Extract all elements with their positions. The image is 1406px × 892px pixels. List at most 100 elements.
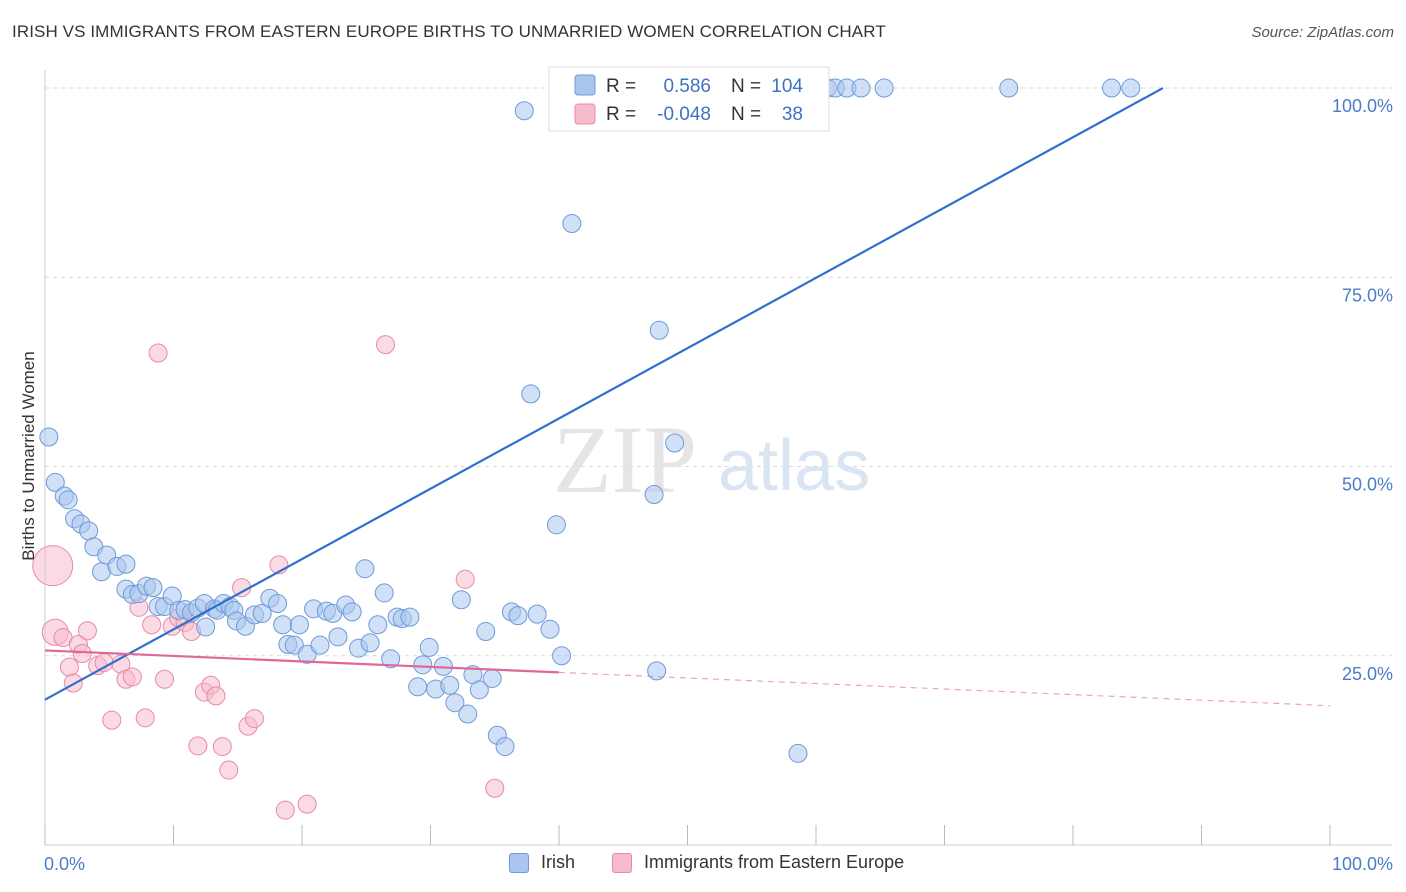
data-point — [647, 661, 667, 681]
data-point — [665, 433, 685, 453]
data-point — [273, 615, 293, 635]
data-point — [476, 622, 496, 642]
legend-r-label-irish: R = — [606, 76, 636, 97]
legend-item-eastern-europe: Immigrants from Eastern Europe — [612, 852, 904, 873]
data-point — [212, 737, 232, 757]
data-point — [102, 710, 122, 730]
data-point — [788, 743, 808, 763]
data-point — [521, 384, 541, 404]
data-point — [310, 635, 330, 655]
legend-swatch-eastern-europe — [574, 103, 596, 125]
data-point — [1121, 78, 1141, 98]
data-point — [59, 657, 79, 677]
source-label: Source: ZipAtlas.com — [1251, 24, 1394, 41]
data-point — [546, 515, 566, 535]
trend-lines — [44, 87, 1331, 707]
data-point — [455, 569, 475, 589]
data-point — [94, 653, 114, 673]
data-point — [514, 101, 534, 121]
data-point — [649, 320, 669, 340]
x-tick-labels: 0.0% 100.0% — [44, 854, 1393, 874]
data-point — [79, 521, 99, 541]
data-point — [188, 736, 208, 756]
axes — [44, 70, 1392, 846]
y-axis-label: Births to Unmarried Women — [19, 351, 38, 560]
data-point — [143, 578, 163, 598]
data-point — [508, 606, 528, 626]
x-tick-label: 100.0% — [1332, 854, 1393, 874]
y-tick-label: 25.0% — [1342, 664, 1393, 684]
watermark: ZIP atlas — [553, 406, 870, 513]
data-point — [368, 615, 388, 635]
data-point — [72, 643, 92, 663]
data-point — [381, 649, 401, 669]
trend-line-eastern-europe-extended — [558, 671, 1331, 707]
data-point — [284, 635, 304, 655]
data-point — [408, 677, 428, 697]
x-tick-label: 0.0% — [44, 854, 85, 874]
y-tick-label: 100.0% — [1332, 96, 1393, 116]
data-point — [1102, 78, 1122, 98]
data-point — [469, 680, 489, 700]
data-point — [562, 214, 582, 234]
data-point — [400, 607, 420, 627]
data-point — [419, 637, 439, 657]
data-point — [851, 78, 871, 98]
data-point — [135, 708, 155, 728]
data-point — [495, 737, 515, 757]
data-point — [196, 617, 216, 637]
legend-n-label-eastern-europe: N = — [731, 104, 761, 125]
data-point — [289, 615, 309, 635]
y-tick-label: 75.0% — [1342, 285, 1393, 305]
legend-top: R = 0.586 N = 104 R = -0.048 N = 38 — [548, 66, 830, 132]
data-point — [485, 778, 505, 798]
y-tick-labels: 25.0% 50.0% 75.0% 100.0% — [1332, 96, 1393, 684]
data-point — [77, 621, 97, 641]
data-point — [482, 668, 502, 688]
data-point — [874, 78, 894, 98]
data-point — [142, 615, 162, 635]
data-point — [328, 627, 348, 647]
chart-title: IRISH VS IMMIGRANTS FROM EASTERN EUROPE … — [12, 22, 886, 41]
data-point — [342, 602, 362, 622]
data-point — [45, 472, 65, 492]
legend-r-label-eastern-europe: R = — [606, 104, 636, 125]
data-point — [244, 709, 264, 729]
data-point — [122, 667, 142, 687]
data-point — [268, 594, 288, 614]
data-point — [360, 633, 380, 653]
legend-r-value-irish: 0.586 — [663, 76, 711, 97]
data-point — [445, 693, 465, 713]
data-point — [219, 760, 239, 780]
legend-bottom: Irish Immigrants from Eastern Europe — [0, 852, 1406, 878]
data-point — [374, 583, 394, 603]
legend-n-value-eastern-europe: 38 — [782, 104, 803, 125]
data-point — [32, 545, 74, 587]
data-point — [297, 794, 317, 814]
data-point — [206, 686, 226, 706]
data-point — [527, 604, 547, 624]
data-point — [275, 800, 295, 820]
data-point — [39, 427, 59, 447]
data-point — [58, 490, 78, 510]
data-point — [644, 485, 664, 505]
data-point — [148, 343, 168, 363]
legend-n-label-irish: N = — [731, 76, 761, 97]
grid-lines — [45, 87, 1392, 657]
data-point — [252, 603, 272, 623]
legend-swatch-irish-bottom — [509, 852, 529, 873]
data-point — [297, 644, 317, 664]
watermark-zip: ZIP — [553, 406, 697, 513]
data-point — [552, 646, 572, 666]
legend-swatch-eastern-europe-bottom — [612, 852, 632, 873]
data-point — [155, 669, 175, 689]
watermark-atlas: atlas — [718, 426, 870, 506]
data-point — [458, 704, 478, 724]
legend-swatch-irish — [574, 74, 596, 96]
data-point — [999, 78, 1019, 98]
legend-label-irish: Irish — [541, 852, 576, 872]
trend-line-eastern-europe — [44, 649, 560, 674]
data-point — [540, 619, 560, 639]
data-point — [376, 335, 396, 355]
